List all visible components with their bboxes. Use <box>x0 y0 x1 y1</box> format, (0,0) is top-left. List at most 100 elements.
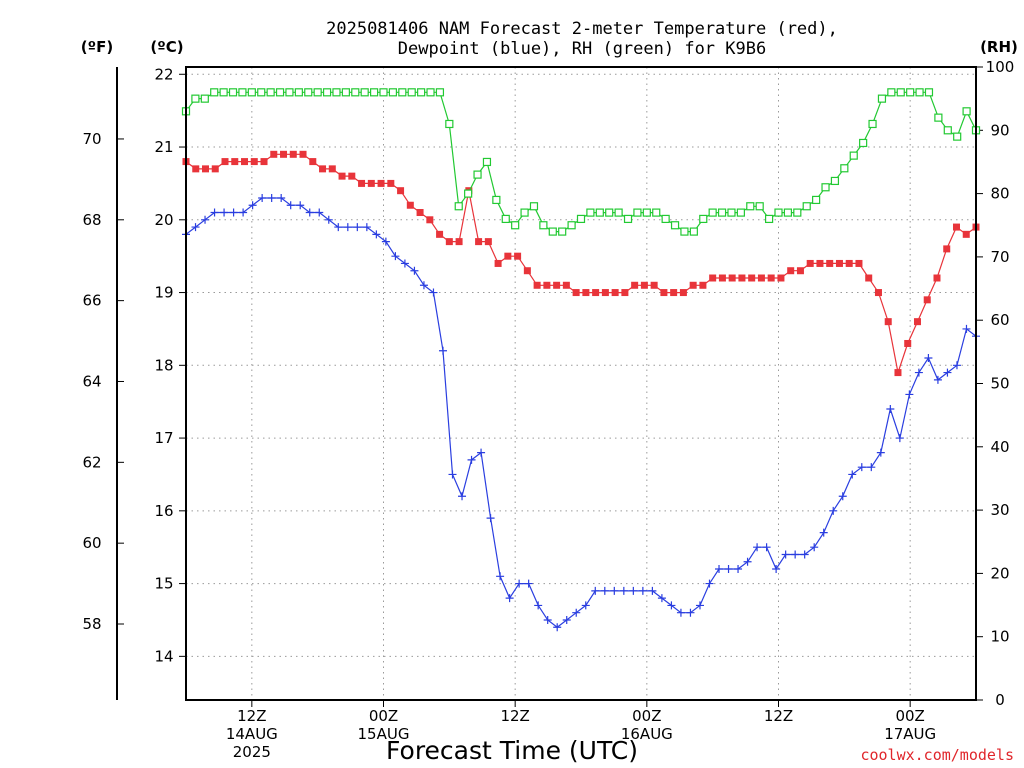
point-temperature-8 <box>260 158 268 166</box>
point-dewpoint-8 <box>258 193 267 202</box>
series-dewpoint <box>182 193 980 632</box>
point-dewpoint-75 <box>895 434 904 443</box>
point-dewpoint-58 <box>734 565 743 574</box>
point-dewpoint-47 <box>629 586 638 595</box>
point-rh-78 <box>915 88 924 97</box>
point-temperature-70 <box>865 274 873 282</box>
time-tick-label-0-0: 12Z <box>237 707 266 725</box>
point-dewpoint-2 <box>201 215 210 224</box>
point-dewpoint-70 <box>848 470 857 479</box>
plot-frame <box>185 66 977 701</box>
celsius-unit-label: (ºC) <box>150 38 183 56</box>
point-temperature-49 <box>660 289 668 297</box>
point-rh-8 <box>257 88 266 97</box>
point-dewpoint-72 <box>867 463 876 472</box>
point-dewpoint-67 <box>819 528 828 537</box>
point-rh-46 <box>614 208 623 217</box>
point-dewpoint-34 <box>505 594 514 603</box>
point-temperature-3 <box>211 165 219 173</box>
point-rh-72 <box>859 138 868 148</box>
point-temperature-5 <box>231 158 239 166</box>
point-dewpoint-15 <box>324 215 333 224</box>
point-dewpoint-60 <box>753 543 762 552</box>
time-tick-label-5-0: 00Z <box>895 707 924 725</box>
point-temperature-66 <box>826 259 834 267</box>
point-rh-42 <box>576 214 586 224</box>
point-temperature-13 <box>309 158 317 166</box>
celsius-tick-label-5: 19 <box>154 284 173 302</box>
point-dewpoint-11 <box>286 201 295 210</box>
point-dewpoint-53 <box>686 608 695 617</box>
point-rh-10 <box>275 88 285 97</box>
point-dewpoint-64 <box>791 550 800 559</box>
point-dewpoint-59 <box>743 557 752 566</box>
rh-tick-label-0: 0 <box>995 691 1005 709</box>
point-dewpoint-6 <box>239 208 248 217</box>
point-temperature-44 <box>611 289 619 297</box>
point-dewpoint-80 <box>943 368 952 377</box>
point-temperature-24 <box>416 209 424 217</box>
point-rh-50 <box>652 208 661 217</box>
point-dewpoint-63 <box>781 550 790 559</box>
point-dewpoint-40 <box>562 615 571 624</box>
point-dewpoint-19 <box>362 223 371 232</box>
point-rh-67 <box>812 195 821 205</box>
point-dewpoint-77 <box>914 368 923 377</box>
point-temperature-19 <box>367 179 375 187</box>
point-temperature-21 <box>387 179 395 187</box>
point-dewpoint-62 <box>772 565 781 574</box>
point-rh-14 <box>313 88 322 97</box>
fahrenheit-tick-label-3: 64 <box>82 372 101 390</box>
point-rh-4 <box>219 88 228 97</box>
point-dewpoint-44 <box>600 586 609 595</box>
point-rh-18 <box>351 88 360 97</box>
point-dewpoint-37 <box>534 601 543 610</box>
point-dewpoint-16 <box>334 223 343 232</box>
point-temperature-37 <box>543 281 551 289</box>
point-temperature-79 <box>952 223 960 231</box>
rh-tick-label-2: 20 <box>990 564 1009 582</box>
point-temperature-38 <box>553 281 561 289</box>
point-temperature-60 <box>767 274 775 282</box>
point-temperature-6 <box>241 158 249 166</box>
celsius-tick-label-2: 16 <box>154 502 173 520</box>
rh-tick-label-4: 40 <box>990 438 1009 456</box>
point-rh-1 <box>191 94 200 103</box>
point-dewpoint-74 <box>886 404 895 413</box>
series-line-rh <box>185 91 977 233</box>
point-rh-6 <box>238 88 247 97</box>
fahrenheit-axis: 58 60 62 64 66 68 70 <box>82 67 124 700</box>
point-temperature-41 <box>582 289 590 297</box>
point-temperature-48 <box>650 281 658 289</box>
rh-tick-label-1: 10 <box>990 628 1009 646</box>
point-temperature-58 <box>748 274 756 282</box>
point-temperature-75 <box>913 318 921 326</box>
point-rh-52 <box>670 221 680 230</box>
point-dewpoint-29 <box>458 492 467 501</box>
point-temperature-72 <box>884 318 892 326</box>
point-dewpoint-26 <box>429 288 438 297</box>
point-rh-57 <box>717 208 727 217</box>
point-temperature-78 <box>943 245 951 253</box>
point-rh-53 <box>680 227 689 236</box>
point-temperature-9 <box>270 150 278 158</box>
point-temperature-46 <box>631 281 639 289</box>
point-temperature-4 <box>221 158 229 166</box>
time-tick-label-0-1: 14AUG <box>226 725 278 743</box>
point-rh-59 <box>736 208 745 217</box>
grid-lines <box>186 67 976 700</box>
point-dewpoint-55 <box>705 579 714 588</box>
point-rh-15 <box>322 88 332 97</box>
point-rh-24 <box>407 88 416 97</box>
point-dewpoint-28 <box>448 470 457 479</box>
x-axis-label: Forecast Time (UTC) <box>386 736 638 765</box>
point-rh-35 <box>511 221 520 230</box>
point-rh-43 <box>586 208 595 217</box>
time-tick-label-0-2: 2025 <box>233 743 271 761</box>
time-tick-label-4-0: 12Z <box>764 707 793 725</box>
point-rh-38 <box>539 221 548 230</box>
point-rh-73 <box>868 119 877 129</box>
point-temperature-28 <box>455 238 463 246</box>
point-rh-74 <box>877 94 887 103</box>
point-dewpoint-18 <box>353 223 362 232</box>
